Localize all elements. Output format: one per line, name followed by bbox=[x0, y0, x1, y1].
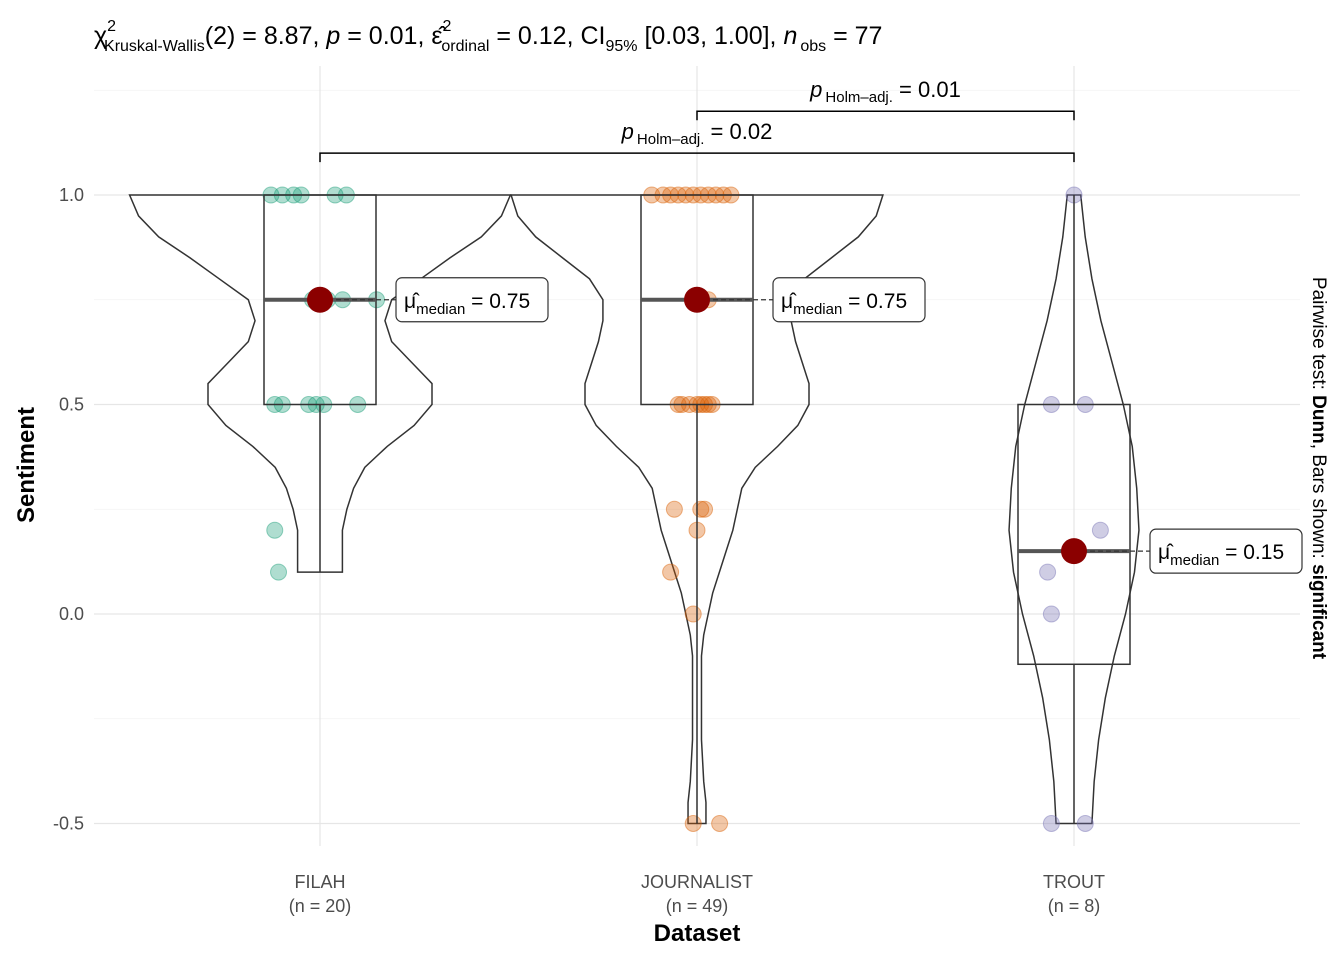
y-tick-label: -0.5 bbox=[53, 814, 84, 834]
median-label-box bbox=[772, 277, 926, 323]
x-tick-label: JOURNALIST bbox=[641, 872, 753, 892]
x-tick-count-label: (n = 49) bbox=[666, 896, 729, 916]
data-point bbox=[662, 563, 680, 581]
data-point bbox=[696, 500, 714, 518]
pairwise-caption: Pairwise test: Dunn, Bars shown: signifi… bbox=[1308, 277, 1329, 660]
median-label: μ̂median = 0.75 bbox=[781, 290, 907, 318]
median-point bbox=[1061, 538, 1087, 565]
median-point bbox=[684, 286, 710, 313]
data-point bbox=[266, 521, 284, 539]
bracket-label: p Holm–adj. = 0.01 bbox=[809, 77, 961, 106]
y-tick-label: 0.0 bbox=[59, 604, 84, 624]
data-point bbox=[684, 815, 702, 832]
data-point bbox=[665, 500, 683, 518]
x-tick-labels: FILAH (n = 20) JOURNALIST (n = 49) TROUT (n =… bbox=[289, 872, 1105, 916]
bracket-label: p Holm–adj. = 0.02 bbox=[621, 119, 773, 148]
x-tick-count-label: (n = 8) bbox=[1048, 896, 1101, 916]
box-trout bbox=[1017, 403, 1131, 666]
violin-filah bbox=[128, 194, 512, 573]
data-point bbox=[1039, 563, 1057, 581]
y-tick-label: 1.0 bbox=[59, 185, 84, 205]
median-label: μ̂median = 0.75 bbox=[404, 290, 530, 318]
x-tick-count-label: (n = 20) bbox=[289, 896, 352, 916]
bracket-line bbox=[696, 110, 1075, 121]
boxplots bbox=[263, 194, 1131, 824]
median-label-box bbox=[395, 277, 549, 323]
x-tick-label: FILAH bbox=[294, 872, 345, 892]
median-markers: μ̂median = 0.75 μ̂median = 0.75 μ̂median =… bbox=[307, 277, 1303, 574]
bracket-line bbox=[319, 152, 1075, 163]
median-label-box bbox=[1149, 528, 1303, 574]
y-tick-label: 0.5 bbox=[59, 395, 84, 415]
data-point bbox=[1042, 605, 1060, 623]
violins bbox=[128, 194, 1140, 825]
chart-title: χ2 Kruskal-Wallis(2) = 8.87, p = 0.01, ε̂… bbox=[94, 18, 882, 55]
violin-journalist bbox=[510, 194, 884, 825]
median-point bbox=[307, 286, 333, 313]
y-tick-labels: -0.5 0.0 0.5 1.0 bbox=[53, 185, 84, 834]
data-point bbox=[711, 815, 729, 832]
significance-brackets: p Holm–adj. = 0.01 p Holm–adj. = 0.02 bbox=[319, 77, 1075, 163]
violin-trout bbox=[1008, 194, 1140, 825]
y-axis-title: Sentiment bbox=[13, 407, 40, 523]
data-point bbox=[684, 605, 702, 623]
data-point bbox=[1076, 815, 1094, 832]
median-label: μ̂median = 0.15 bbox=[1158, 541, 1284, 569]
data-point bbox=[1042, 815, 1060, 832]
x-axis-title: Dataset bbox=[654, 920, 741, 947]
data-point bbox=[1091, 521, 1109, 539]
data-point bbox=[270, 563, 288, 581]
x-tick-label: TROUT bbox=[1043, 872, 1105, 892]
